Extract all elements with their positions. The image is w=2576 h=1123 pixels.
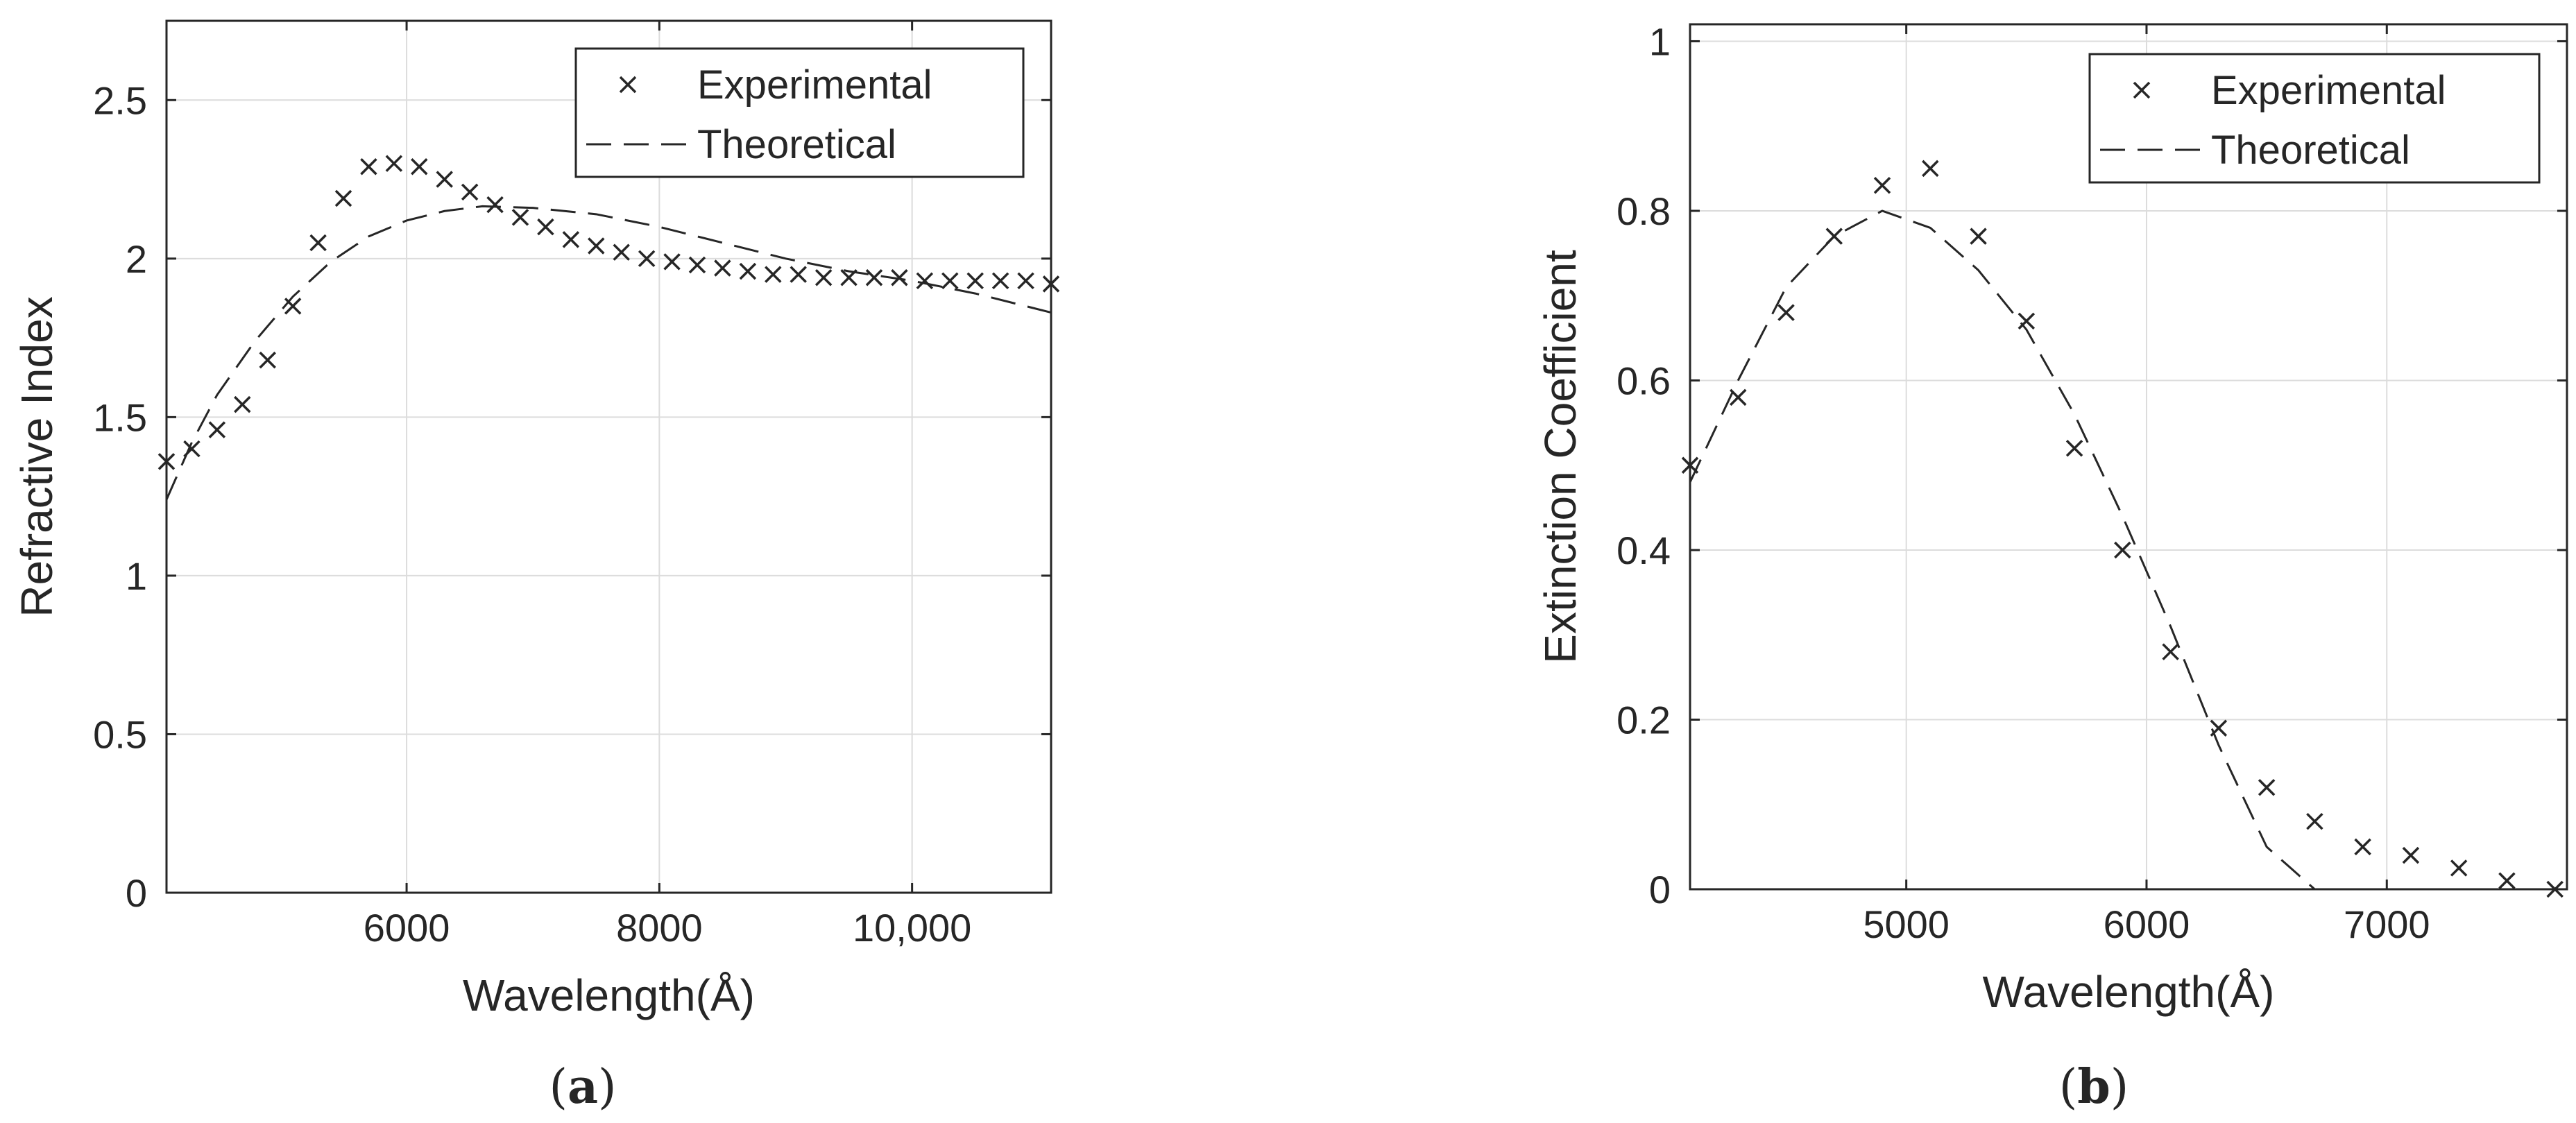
panel-a-experimental-point (511, 209, 529, 226)
panel-a-y-tick-label: 0.5 (93, 712, 147, 756)
panel-b-experimental-point (1873, 177, 1891, 194)
panel-b-y-tick-label: 0.8 (1617, 189, 1671, 233)
panel-a-experimental-point (891, 269, 908, 286)
panel-a-y-tick-label: 2.5 (93, 78, 147, 122)
panel-a-experimental-point (360, 158, 377, 175)
panel-b-experimental-point (1825, 228, 1843, 245)
panel-a-experimental-point (638, 250, 656, 268)
panel-b-x-tick-label: 6000 (2104, 902, 2190, 946)
panel-a-x-tick-label: 6000 (364, 906, 450, 950)
panel-a-experimental-point (688, 256, 706, 274)
panel-b-legend-experimental-label: Experimental (2211, 68, 2446, 113)
panel-a-experimental-point (613, 243, 630, 261)
panel-a-x-tick-label: 8000 (616, 906, 703, 950)
panel-b-x-ticks: 5000 6000 7000 (1863, 24, 2430, 946)
panel-a-experimental-point (284, 298, 302, 315)
panel-b-experimental-point (2258, 779, 2276, 796)
panel-a-y-tick-label: 2 (126, 237, 147, 281)
panel-b-experimental-point (2498, 872, 2516, 890)
panel-a-legend-theoretical-label: Theoretical (697, 122, 896, 167)
panel-a-experimental-point (537, 218, 554, 236)
panel-a-x-tick-label: 10,000 (853, 906, 971, 950)
panel-b-experimental-point (2402, 846, 2420, 864)
panel-b-experimental-point (1970, 228, 1987, 245)
panel-b-legend-theoretical-label: Theoretical (2211, 128, 2410, 173)
panel-b-legend: Experimental Theoretical (2088, 53, 2541, 184)
panel-a-experimental-point (840, 269, 858, 286)
panel-b-experimental-point (2114, 541, 2131, 559)
panel-a-experimental-point (234, 395, 251, 413)
panel-a-experimental-point (739, 262, 757, 280)
panel-b-experimental-point (1777, 304, 1795, 321)
panel-a-experimental-point (486, 196, 504, 214)
panel-b-experimental-point (1922, 160, 1939, 178)
panel-b-legend-marker-cross (2133, 81, 2151, 99)
panel-a-chart: 6000 8000 10,000 0 0.5 1 1.5 2 2.5 Wavelength(Å… (12, 19, 1060, 1115)
panel-a-legend-experimental-label: Experimental (697, 62, 932, 108)
panel-b-y-axis-label: Extinction Coefficient (1535, 250, 1585, 664)
panel-a-experimental-point (966, 272, 984, 290)
panel-a-y-tick-label: 0 (126, 871, 147, 915)
panel-b-y-tick-label: 0 (1649, 868, 1671, 911)
panel-a-plot-frame (165, 19, 1052, 894)
panel-b-experimental-point (2065, 440, 2083, 457)
panel-a-experimental-point (259, 351, 276, 369)
panel-a-experimental-point (765, 266, 782, 283)
panel-b-y-tick-label: 1 (1649, 19, 1671, 63)
panel-a-experimental-point (916, 272, 934, 290)
panel-a-theoretical-line (165, 205, 1052, 500)
panel-b-experimental-point (1730, 388, 1747, 406)
panel-b-legend-box (2088, 53, 2541, 184)
panel-b-x-axis-label: Wavelength(Å) (1983, 967, 2275, 1017)
panel-b-y-tick-label: 0.2 (1617, 698, 1671, 741)
panel-a-y-axis-label: Refractive Index (12, 296, 62, 617)
panel-a-experimental-markers (157, 155, 1060, 470)
panel-b-y-tick-label: 0.6 (1617, 359, 1671, 402)
panel-b-y-tick-label: 0.4 (1617, 529, 1671, 572)
panel-b-x-tick-label: 5000 (1863, 902, 1950, 946)
panel-a-label: (a) (549, 1059, 616, 1115)
panel-a-legend-box (574, 47, 1025, 178)
panel-a-y-tick-label: 1 (126, 554, 147, 598)
panel-b-chart: 5000 6000 7000 0 0.2 0.4 0.6 0.8 1 Wavelength(Å… (1535, 19, 2568, 1115)
panel-a-experimental-point (461, 183, 479, 201)
panel-a-experimental-point (183, 440, 201, 458)
panel-a-experimental-point (991, 272, 1009, 290)
panel-b-plot-frame (1689, 23, 2568, 891)
panel-a-x-axis-label: Wavelength(Å) (463, 970, 755, 1020)
panel-a-experimental-point (385, 155, 403, 172)
panel-a-legend: Experimental Theoretical (574, 47, 1025, 178)
panel-b-experimental-point (2162, 643, 2179, 660)
panel-b-experimental-point (2306, 812, 2323, 830)
panel-b-legend-experimental-marker (2133, 81, 2151, 99)
panel-a-experimental-point (1017, 272, 1034, 290)
panel-a-experimental-point (588, 237, 605, 255)
panel-a-experimental-point (334, 189, 352, 207)
panel-a-experimental-point (562, 231, 580, 248)
panel-a-theoretical-path (165, 205, 1052, 500)
panel-b-experimental-point (2018, 312, 2036, 330)
panel-b-x-tick-label: 7000 (2344, 902, 2430, 946)
panel-a-legend-marker-cross (619, 76, 637, 94)
panel-a-experimental-point (865, 269, 883, 286)
panel-a-y-ticks: 0 0.5 1 1.5 2 2.5 (93, 78, 1051, 915)
panel-b-label: (b) (2059, 1059, 2129, 1115)
panel-a-experimental-point (436, 171, 453, 188)
panel-a-experimental-point (714, 259, 731, 277)
panel-b-y-ticks: 0 0.2 0.4 0.6 0.8 1 (1617, 19, 2567, 911)
panel-a-experimental-point (941, 272, 959, 290)
panel-a-x-ticks: 6000 8000 10,000 (364, 21, 971, 950)
panel-a-y-tick-label: 1.5 (93, 395, 147, 439)
panel-a-experimental-point (790, 266, 807, 283)
panel-a-legend-experimental-marker (619, 76, 637, 94)
panel-b-experimental-point (2210, 719, 2228, 737)
panel-a-experimental-point (411, 158, 428, 175)
panel-a-experimental-point (814, 269, 833, 286)
panel-a-experimental-point (309, 234, 327, 252)
panel-b-experimental-point (2450, 859, 2468, 877)
panel-b-experimental-point (2354, 838, 2371, 856)
panel-a-experimental-point (663, 253, 681, 271)
panel-a-experimental-point (208, 421, 226, 438)
